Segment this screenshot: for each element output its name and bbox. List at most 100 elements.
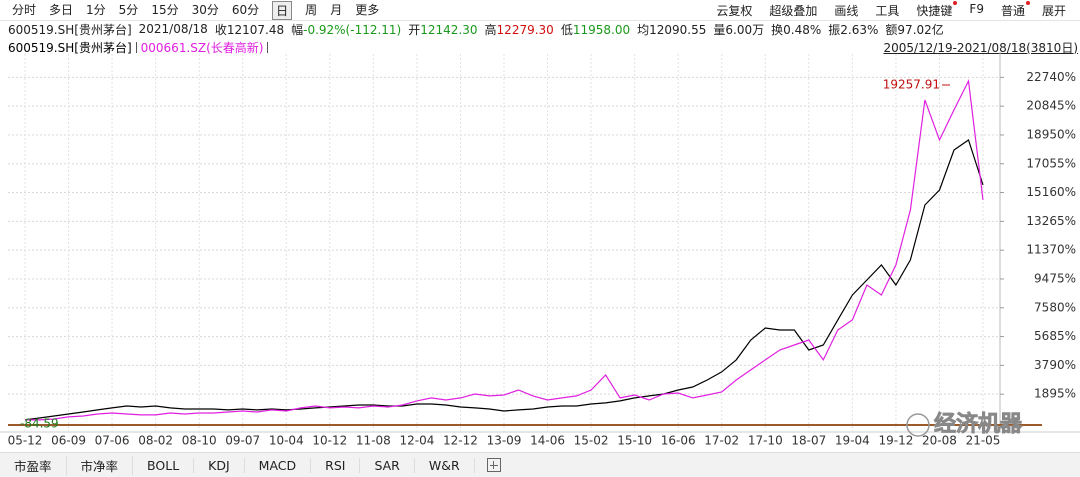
x-tick-label: 05-12	[8, 434, 43, 448]
x-tick-label: 11-08	[356, 434, 391, 448]
field-label: 均	[637, 22, 650, 37]
x-tick-label: 16-06	[661, 434, 696, 448]
period-button[interactable]: 15分	[151, 2, 179, 17]
quote-field: 换0.48%	[771, 21, 821, 38]
y-tick-label: 9475%	[1034, 271, 1076, 285]
quote-date: 2021/08/18	[138, 22, 208, 36]
field-value: 12090.55	[649, 22, 707, 37]
indicator-tab[interactable]: BOLL	[133, 457, 195, 473]
date-range[interactable]: 2005/12/19-2021/08/18(3810日)	[883, 40, 1078, 55]
x-tick-label: 15-10	[617, 434, 652, 448]
separator	[267, 41, 269, 53]
tool-button[interactable]: 展开	[1041, 3, 1066, 18]
x-tick-label: 08-02	[138, 434, 173, 448]
y-tick-label: 22740%	[1026, 70, 1076, 84]
tool-button[interactable]: 普通	[1000, 0, 1031, 18]
quote-field: 幅-0.92%(-112.11)	[291, 21, 401, 38]
x-tick-label: 19-12	[878, 434, 913, 448]
period-button[interactable]: 更多	[355, 2, 380, 17]
field-value: 0.48%	[783, 22, 822, 37]
series-line	[24, 139, 984, 421]
tool-button[interactable]: 工具	[875, 3, 900, 18]
stock-code: 600519.SH[贵州茅台]	[8, 22, 132, 37]
x-tick-label: 12-12	[443, 434, 478, 448]
x-tick-label: 19-04	[835, 434, 870, 448]
x-tick-label: 20-08	[922, 434, 957, 448]
quote-field: 均12090.55	[637, 21, 706, 38]
x-tick-label: 07-06	[95, 434, 130, 448]
x-tick-label: 08-10	[182, 434, 217, 448]
tool-button[interactable]: F9	[969, 1, 984, 16]
x-tick-label: 12-04	[399, 434, 434, 448]
field-label: 开	[408, 22, 421, 37]
add-tab-button[interactable]	[486, 458, 501, 472]
tool-button[interactable]: 画线	[834, 3, 859, 18]
x-tick-label: 17-02	[704, 434, 739, 448]
quote-field: 额97.02亿	[885, 21, 943, 38]
field-label: 换	[771, 22, 784, 37]
y-tick-label: 7580%	[1034, 300, 1076, 314]
quote-field: 收12107.48	[215, 21, 284, 38]
quote-field: 开12142.30	[408, 21, 477, 38]
period-button[interactable]: 多日	[49, 2, 74, 17]
indicator-tab[interactable]: RSI	[311, 457, 361, 473]
y-tick-label: 17055%	[1026, 156, 1076, 170]
indicator-tab[interactable]: MACD	[245, 457, 312, 473]
series-line	[25, 78, 984, 421]
period-button[interactable]: 60分	[231, 2, 260, 17]
tool-button[interactable]: 超级叠加	[769, 3, 818, 18]
period-button[interactable]: 分时	[12, 2, 37, 17]
tool-button[interactable]: 云复权	[716, 3, 753, 18]
low-annotation: -84.59	[20, 416, 59, 430]
y-tick-label: 20845%	[1026, 99, 1076, 113]
x-tick-label: 21-05	[966, 434, 1001, 448]
x-tick-label: 14-06	[530, 434, 565, 448]
chart: 1895% 3790% 5685% 7580% 9475% 11370% 13265% 151…	[0, 52, 1080, 448]
x-tick-label: 13-09	[487, 434, 522, 448]
field-label: 幅	[291, 22, 304, 37]
y-tick-label: 11370%	[1026, 243, 1076, 257]
field-label: 振	[828, 22, 841, 37]
field-label: 量	[713, 22, 726, 37]
quote-field: 量6.00万	[713, 21, 764, 38]
x-tick-label: 09-07	[225, 434, 260, 448]
quote-field: 振2.63%	[828, 21, 878, 38]
field-value: 12279.30	[496, 22, 554, 37]
y-tick-label: 18950%	[1026, 127, 1076, 141]
period-button[interactable]: 月	[330, 2, 343, 17]
indicator-tab[interactable]: SAR	[360, 457, 415, 473]
indicator-tab[interactable]: KDJ	[194, 457, 245, 473]
period-button[interactable]: 1分	[86, 2, 106, 17]
x-tick-label: 06-09	[51, 434, 86, 448]
legend: 600519.SH[贵州茅台] 000661.SZ(长春高新) 2005/12/…	[0, 38, 1080, 56]
indicator-tab[interactable]: W&R	[415, 457, 475, 473]
tool-button[interactable]: 快捷键	[916, 0, 958, 18]
x-tick-label: 10-12	[312, 434, 347, 448]
quote-info: 600519.SH[贵州茅台] 2021/08/18 收12107.48 幅-0.…	[0, 20, 1080, 38]
field-value: 6.00万	[725, 22, 765, 37]
x-tick-label: 17-10	[748, 434, 783, 448]
period-button[interactable]: 5分	[118, 2, 139, 17]
toolbar: 分时 多日 1分 5分 15分 30分 60分日周月更多 云复权 超级叠加 画线 工具 快捷键 F9 普…	[0, 0, 1080, 21]
period-button[interactable]: 日	[272, 0, 293, 20]
indicator-tab[interactable]: 市盈率	[0, 455, 67, 475]
high-annotation: 19257.91	[883, 78, 940, 92]
legend-entry[interactable]: 600519.SH[贵州茅台]	[8, 40, 132, 55]
y-tick-label: 1895%	[1034, 387, 1076, 401]
x-tick-label: 15-02	[574, 434, 609, 448]
legend-entry[interactable]: 000661.SZ(长春高新)	[140, 40, 264, 55]
field-value: 2.63%	[840, 22, 879, 37]
tool-buttons: 云复权 超级叠加 画线 工具 快捷键 F9 普通 展开	[716, 0, 1066, 19]
watermark-icon	[906, 413, 930, 437]
field-value: 12142.30	[420, 22, 478, 37]
quote-field: 高12279.30	[485, 21, 554, 38]
period-button[interactable]: 30分	[191, 2, 219, 17]
x-tick-label: 18-07	[791, 434, 826, 448]
watermark: 经济机器	[934, 411, 1023, 437]
indicator-tab[interactable]: 市净率	[67, 455, 134, 475]
y-tick-label: 5685%	[1034, 329, 1076, 343]
field-label: 收	[214, 22, 227, 37]
period-buttons: 分时 多日 1分 5分 15分 30分 60分日周月更多	[12, 0, 380, 20]
period-button[interactable]: 周	[305, 2, 318, 17]
